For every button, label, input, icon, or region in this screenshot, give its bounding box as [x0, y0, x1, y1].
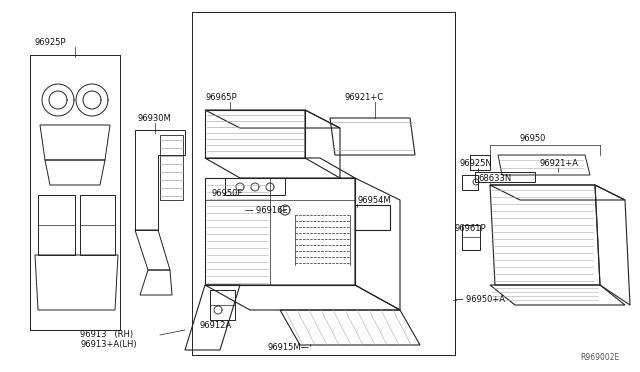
Text: 96912A: 96912A [200, 321, 232, 330]
Text: 96921+A: 96921+A [540, 158, 579, 167]
Text: 96925P: 96925P [35, 38, 66, 46]
Text: 96930M: 96930M [138, 113, 172, 122]
Text: 68633N: 68633N [478, 173, 511, 183]
Text: 96921+C: 96921+C [345, 93, 384, 102]
Text: 96913+A(LH): 96913+A(LH) [80, 340, 136, 350]
Text: 96913   (RH): 96913 (RH) [80, 330, 133, 340]
Text: 96950: 96950 [520, 134, 546, 142]
Text: 96961P: 96961P [455, 224, 486, 232]
Text: 96965P: 96965P [205, 93, 237, 102]
Text: 96954M: 96954M [358, 196, 392, 205]
Text: — 96916E: — 96916E [245, 205, 288, 215]
Text: R969002E: R969002E [580, 353, 620, 362]
Text: 96915M—: 96915M— [268, 343, 310, 353]
Text: — 96950+A: — 96950+A [455, 295, 505, 305]
Text: 96950F: 96950F [212, 189, 243, 198]
Text: 96925N: 96925N [460, 158, 493, 167]
